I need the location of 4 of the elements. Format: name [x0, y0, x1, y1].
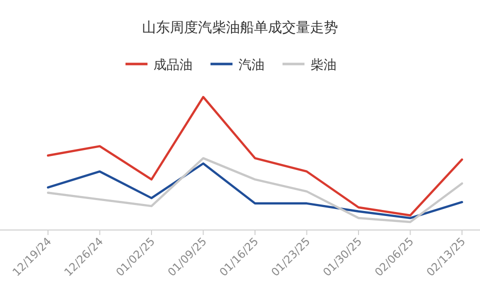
- legend-label: 成品油: [154, 58, 192, 73]
- chart-title: 山东周度汽柴油船单成交量走势: [142, 20, 338, 36]
- legend-label: 汽油: [238, 58, 264, 73]
- legend-label: 柴油: [310, 58, 336, 73]
